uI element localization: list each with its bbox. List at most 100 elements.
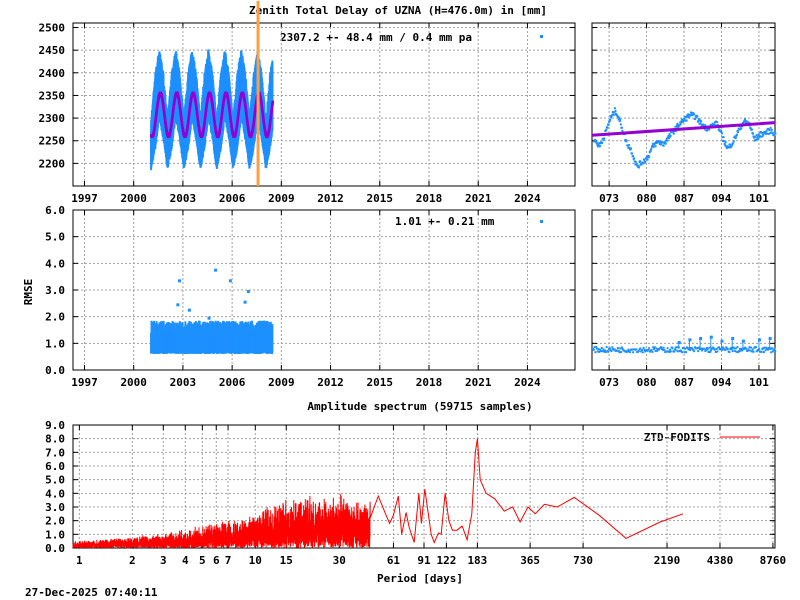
ztd-zoom-point: [768, 129, 771, 132]
rmse-zoom-point: [715, 347, 718, 350]
ztd-zoom-point: [682, 119, 685, 122]
rmse-zoom-point: [657, 348, 660, 351]
ztd-zoom-point: [769, 126, 772, 129]
ztd-xtick-label: 2012: [317, 192, 344, 205]
ztd-zoom-point: [762, 133, 765, 136]
rmse-zoom-point: [736, 346, 739, 349]
rmse-zoom-point: [669, 350, 672, 353]
rmse-zoom-point: [666, 347, 669, 350]
ztd-zoom-point: [722, 140, 725, 143]
ztd-zoom-point: [596, 143, 599, 146]
spectrum-xtick-label: 30: [333, 554, 346, 567]
rmse-xtick-label: 2000: [120, 376, 147, 389]
ztd-zoom-point: [712, 123, 715, 126]
ztd-zoom-point: [634, 161, 637, 164]
ztd-zoom-point: [598, 144, 601, 147]
rmse-zoom-point: [773, 348, 776, 351]
rmse-zoom-point: [654, 349, 657, 352]
spectrum-xtick-label: 5: [199, 554, 206, 567]
ztd-zoom-point: [664, 142, 667, 145]
rmse-zoom-point: [603, 350, 606, 353]
rmse-xtick-label: 2003: [170, 376, 197, 389]
spectrum-ytick-label: 6.0: [45, 460, 65, 473]
ztd-zoom-point: [679, 121, 682, 124]
ztd-zoom-point: [639, 160, 642, 163]
ztd-zoom-point: [672, 131, 675, 134]
ztd-zoom-point: [745, 120, 748, 123]
ztd-zoom-point: [733, 135, 736, 138]
rmse-zoom-point: [619, 347, 622, 350]
spectrum-ytick-label: 9.0: [45, 419, 65, 432]
rmse-zoom-point: [730, 346, 733, 349]
ztd-zoom-point: [665, 139, 668, 142]
rmse-zoom-point: [598, 350, 601, 353]
ztd-xtick-label: 2021: [465, 192, 492, 205]
rmse-zoom-point: [741, 349, 744, 352]
ztd-zoom-point: [612, 113, 615, 116]
ztd-zoom-point: [763, 132, 766, 135]
rmse-zoom-xtick-label: 087: [674, 376, 694, 389]
ztd-zoom-xtick-label: 101: [749, 192, 769, 205]
ztd-zoom-frame: [591, 22, 776, 187]
rmse-zoom-point: [721, 348, 724, 351]
rmse-frame: [72, 209, 576, 371]
rmse-zoom-point: [595, 346, 598, 349]
ztd-zoom-point: [657, 141, 660, 144]
ztd-frame: [72, 22, 576, 187]
ztd-zoom-point: [659, 140, 662, 143]
ztd-zoom-point: [595, 141, 598, 144]
ztd-zoom-point: [661, 140, 664, 143]
rmse-zoom-frame: [591, 209, 776, 371]
rmse-ylabel: RMSE: [22, 279, 35, 306]
ztd-zoom-point: [632, 155, 635, 158]
rmse-zoom-point: [620, 346, 623, 349]
ztd-zoom-point: [626, 144, 629, 147]
rmse-zoom-point: [738, 348, 741, 351]
rmse-zoom-point: [660, 346, 663, 349]
rmse-zoom-point: [763, 346, 766, 349]
ztd-zoom-point: [711, 122, 714, 125]
ztd-zoom-point: [735, 134, 738, 137]
ztd-zoom-point: [693, 113, 696, 116]
rmse-outlier: [243, 300, 247, 304]
rmse-zoom-point: [751, 348, 754, 351]
ztd-zoom-point: [764, 132, 767, 135]
rmse-zoom-point: [745, 347, 748, 350]
ztd-zoom-point: [727, 145, 730, 148]
ztd-zoom-point: [655, 142, 658, 145]
ztd-zoom-point: [697, 119, 700, 122]
rmse-zoom-spike-point: [709, 335, 713, 339]
spectrum-xtick-label: 122: [436, 554, 456, 567]
ztd-ytick-label: 2300: [39, 112, 66, 125]
ztd-zoom-point: [752, 135, 755, 138]
ztd-zoom-point: [726, 145, 729, 148]
ztd-zoom-point: [773, 133, 776, 136]
ztd-zoom-point: [667, 137, 670, 140]
ztd-zoom-point: [687, 113, 690, 116]
rmse-zoom-point: [760, 350, 763, 353]
ztd-zoom-point: [717, 128, 720, 131]
rmse-zoom-point: [758, 348, 761, 351]
ztd-legend-marker: [540, 35, 543, 38]
ztd-zoom-point: [720, 132, 723, 135]
ztd-zoom-point: [603, 137, 606, 140]
ztd-zoom-point: [700, 120, 703, 123]
ztd-zoom-point: [724, 141, 727, 144]
rmse-zoom-point: [594, 351, 597, 354]
ztd-xtick-label: 1997: [71, 192, 98, 205]
ztd-zoom-point: [694, 118, 697, 121]
ztd-zoom-point: [742, 120, 745, 123]
spectrum-ytick-label: 8.0: [45, 433, 65, 446]
ztd-zoom-point: [654, 142, 657, 145]
rmse-zoom-point: [762, 351, 765, 354]
ztd-xtick-label: 2024: [514, 192, 541, 205]
rmse-zoom-point: [621, 348, 624, 351]
rmse-zoom-point: [628, 351, 631, 354]
ztd-zoom-xtick-label: 087: [674, 192, 694, 205]
ztd-zoom-point: [690, 113, 693, 116]
rmse-zoom-point: [653, 348, 655, 351]
rmse-zoom-point: [683, 351, 686, 354]
rmse-xtick-label: 2006: [219, 376, 246, 389]
rmse-zoom-point: [739, 349, 742, 352]
